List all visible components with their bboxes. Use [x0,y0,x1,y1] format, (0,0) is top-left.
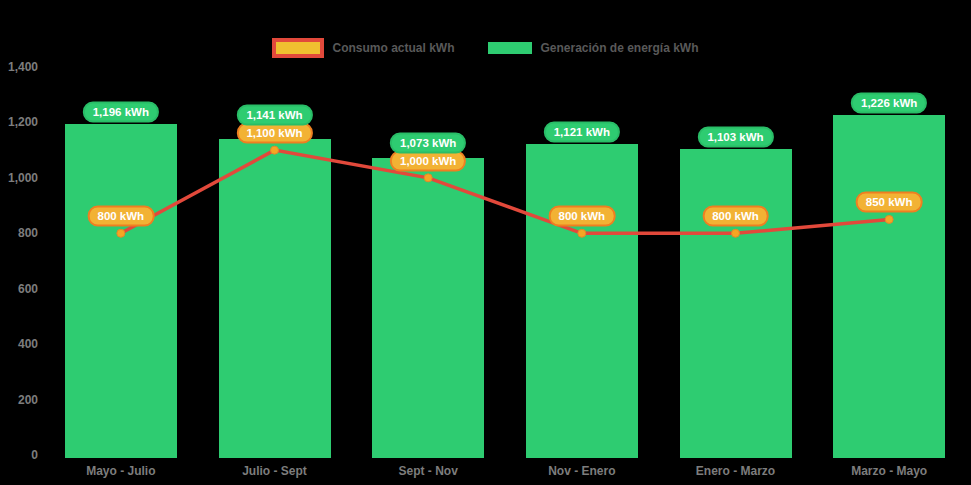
generation-value-label: 1,196 kWh [83,101,159,122]
y-axis-tick: 1,400 [0,60,38,74]
generation-bar[interactable] [680,149,792,458]
y-axis-tick: 800 [0,226,38,240]
consumption-value-label: 800 kWh [548,206,615,227]
generation-value-label: 1,141 kWh [236,105,312,126]
energy-consumption-generation-chart: Consumo actual kWh Generación de energía… [0,0,971,485]
y-axis-tick: 1,200 [0,115,38,129]
generation-bar[interactable] [372,158,484,458]
legend-item-generacion[interactable]: Generación de energía kWh [488,41,698,55]
generation-bar[interactable] [219,139,331,458]
x-axis-label: Mayo - Julio [46,464,196,478]
consumo-legend-swatch [272,38,324,58]
generation-value-label: 1,073 kWh [390,132,466,153]
generacion-legend-label: Generación de energía kWh [540,41,698,55]
y-axis-tick: 200 [0,393,38,407]
x-axis-label: Marzo - Mayo [814,464,964,478]
y-axis-tick: 1,000 [0,171,38,185]
x-axis-label: Sept - Nov [353,464,503,478]
consumption-value-label: 1,100 kWh [236,123,312,144]
chart-legend: Consumo actual kWh Generación de energía… [0,38,971,58]
y-axis-tick: 0 [0,448,38,462]
consumption-value-label: 1,000 kWh [390,150,466,171]
x-axis-label: Julio - Sept [200,464,350,478]
generation-bar[interactable] [833,115,945,458]
legend-item-consumo[interactable]: Consumo actual kWh [272,38,454,58]
consumption-value-label: 800 kWh [87,206,154,227]
x-axis-label: Enero - Marzo [661,464,811,478]
generation-bar[interactable] [526,144,638,458]
consumo-legend-label: Consumo actual kWh [332,41,454,55]
generation-bar[interactable] [65,124,177,458]
consumption-value-label: 850 kWh [856,192,923,213]
consumption-value-label: 800 kWh [702,206,769,227]
generation-value-label: 1,226 kWh [851,93,927,114]
generacion-legend-swatch [488,42,532,54]
x-axis-label: Nov - Enero [507,464,657,478]
y-axis-tick: 400 [0,337,38,351]
generation-value-label: 1,103 kWh [697,127,773,148]
generation-value-label: 1,121 kWh [544,122,620,143]
y-axis-tick: 600 [0,282,38,296]
